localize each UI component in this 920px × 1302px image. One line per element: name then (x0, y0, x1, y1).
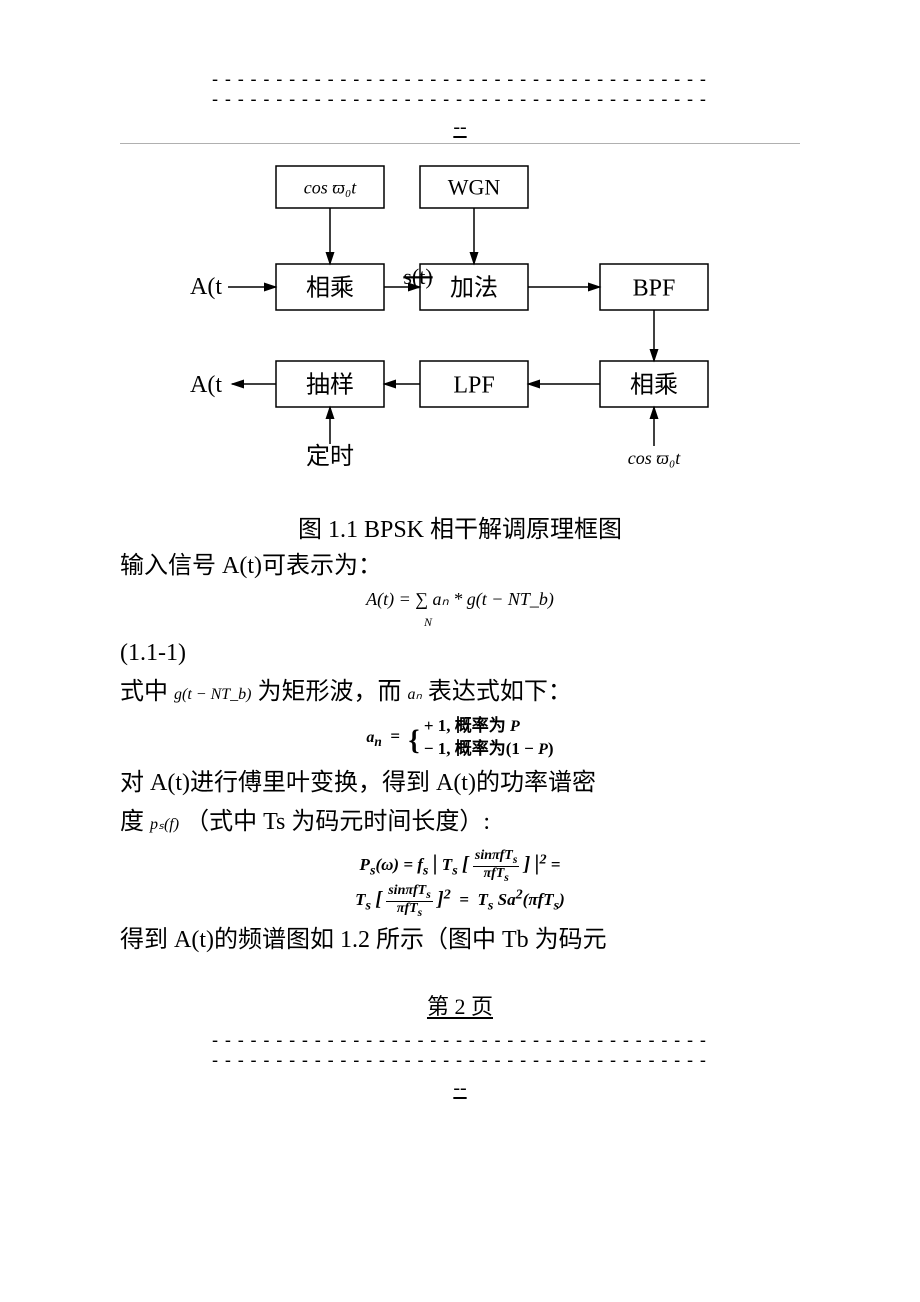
diagram-label-timing: 定时 (306, 443, 354, 470)
header-mark: -- (120, 116, 800, 144)
diagram-node-label-cos_top: cos ϖ₀t (304, 177, 357, 197)
line-spectrum: 得到 A(t)的频谱图如 1.2 所示（图中 Tb 为码元 (120, 922, 800, 959)
diagram-label-s_t: s(t) (403, 264, 432, 289)
diagram-label-a_in: A(t (190, 274, 222, 300)
diagram-label-a_out: A(t (190, 372, 222, 398)
diagram-node-label-bpf: BPF (633, 275, 676, 301)
figure-caption: 图 1.1 BPSK 相干解调原理框图 (120, 509, 800, 544)
line-fourier: 对 A(t)进行傅里叶变换，得到 A(t)的功率谱密 (120, 765, 800, 802)
diagram-node-label-sample: 抽样 (306, 371, 354, 398)
header-dash-line-2: --------------------------------------- (120, 90, 800, 110)
line-psd: 度 pₛ(f) （式中 Ts 为码元时间长度）: (120, 804, 800, 841)
footer-mark: -- (120, 1077, 800, 1104)
equation-1: A(t) = ∑ aₙ * g(t − NT_b) N (120, 589, 800, 631)
equation-3: Ps(ω) = fs | Ts [ sinπfTs πfTs ] |2 = Ts… (120, 845, 800, 918)
footer-dash-line-1: --------------------------------------- (120, 1031, 800, 1051)
equation-1-number: (1.1-1) (120, 635, 800, 672)
equation-2: an = { + 1, 概率为 P − 1, 概率为(1 − P) (120, 715, 800, 761)
diagram-node-label-add: 加法 (450, 274, 498, 301)
intro-line: 输入信号 A(t)可表示为： (120, 548, 800, 585)
bpsk-block-diagram: cos ϖ₀t WGN 相乘 加法 BPF 抽样 LPF 相乘 A(t s(t) A(t 定时 cos … (120, 156, 800, 501)
footer-dash-line-2: --------------------------------------- (120, 1051, 800, 1071)
header-dash-line-1: --------------------------------------- (120, 70, 800, 90)
diagram-node-label-wgn: WGN (448, 174, 501, 199)
diagram-node-label-mult2: 相乘 (630, 371, 678, 398)
line-g-rect: 式中 g(t − NT_b) 为矩形波，而 aₙ 表达式如下： (120, 674, 800, 711)
diagram-node-label-lpf: LPF (453, 372, 494, 398)
page-number: 第 2 页 (120, 989, 800, 1021)
diagram-label-cos_bot: cos ϖ₀t (628, 448, 681, 468)
diagram-node-label-mult1: 相乘 (306, 274, 354, 301)
